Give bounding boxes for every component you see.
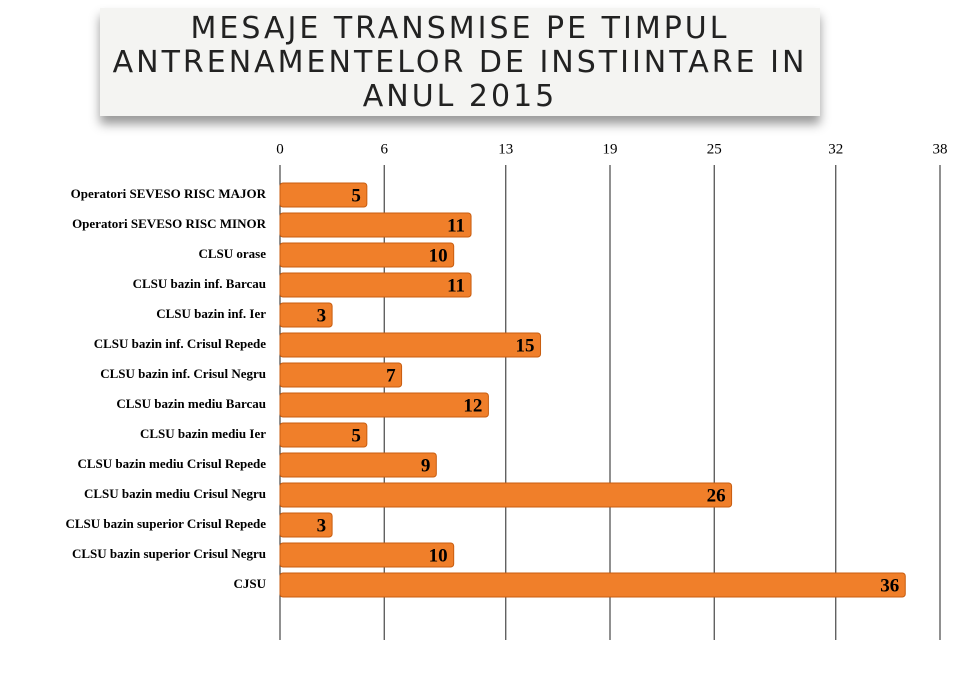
y-tick-label: CLSU bazin inf. Crisul Negru bbox=[100, 366, 266, 381]
y-tick-label: CLSU bazin inf. Ier bbox=[156, 306, 266, 321]
bar bbox=[280, 363, 402, 387]
x-tick-label: 32 bbox=[828, 141, 843, 157]
bar bbox=[280, 483, 732, 507]
x-tick-label: 6 bbox=[380, 141, 388, 157]
y-tick-label: CLSU bazin mediu Barcau bbox=[116, 396, 266, 411]
value-label: 3 bbox=[317, 305, 327, 326]
value-label: 11 bbox=[447, 215, 465, 236]
value-label: 3 bbox=[317, 515, 327, 536]
x-tick-label: 13 bbox=[498, 141, 513, 157]
value-label: 5 bbox=[351, 185, 361, 206]
value-label: 12 bbox=[463, 395, 482, 416]
y-tick-label: CLSU bazin mediu Crisul Repede bbox=[77, 456, 266, 471]
value-label: 36 bbox=[880, 575, 899, 596]
value-label: 10 bbox=[429, 245, 448, 266]
y-tick-label: CLSU bazin inf. Crisul Repede bbox=[94, 336, 266, 351]
x-tick-label: 25 bbox=[707, 141, 722, 157]
value-label: 9 bbox=[421, 455, 431, 476]
value-label: 11 bbox=[447, 275, 465, 296]
chart: 0 6 13 19 25 32 38 Operatori SEVESO RISC MAJOR 5… bbox=[0, 0, 977, 690]
bar bbox=[280, 543, 454, 567]
y-tick-label: CLSU orase bbox=[198, 246, 266, 261]
bar bbox=[280, 243, 454, 267]
value-label: 26 bbox=[707, 485, 726, 506]
y-tick-label: CLSU bazin superior Crisul Repede bbox=[65, 516, 266, 531]
bar bbox=[280, 273, 471, 297]
y-tick-label: Operatori SEVESO RISC MAJOR bbox=[71, 186, 267, 201]
y-tick-label: CJSU bbox=[233, 576, 266, 591]
x-tick-label: 0 bbox=[276, 141, 284, 157]
y-tick-label: CLSU bazin inf. Barcau bbox=[133, 276, 266, 291]
x-tick-label: 38 bbox=[933, 141, 948, 157]
bar bbox=[280, 213, 471, 237]
y-tick-label: CLSU bazin mediu Ier bbox=[140, 426, 266, 441]
x-tick-label: 19 bbox=[603, 141, 618, 157]
y-tick-label: Operatori SEVESO RISC MINOR bbox=[72, 216, 267, 231]
value-label: 7 bbox=[386, 365, 396, 386]
y-tick-label: CLSU bazin superior Crisul Negru bbox=[72, 546, 266, 561]
value-label: 15 bbox=[516, 335, 535, 356]
bar bbox=[280, 453, 436, 477]
bar bbox=[280, 333, 541, 357]
page: MESAJE TRANSMISE PE TIMPUL ANTRENAMENTEL… bbox=[0, 0, 977, 690]
value-label: 5 bbox=[351, 425, 361, 446]
value-label: 10 bbox=[429, 545, 448, 566]
bar bbox=[280, 393, 488, 417]
y-tick-label: CLSU bazin mediu Crisul Negru bbox=[84, 486, 266, 501]
bar bbox=[280, 573, 905, 597]
